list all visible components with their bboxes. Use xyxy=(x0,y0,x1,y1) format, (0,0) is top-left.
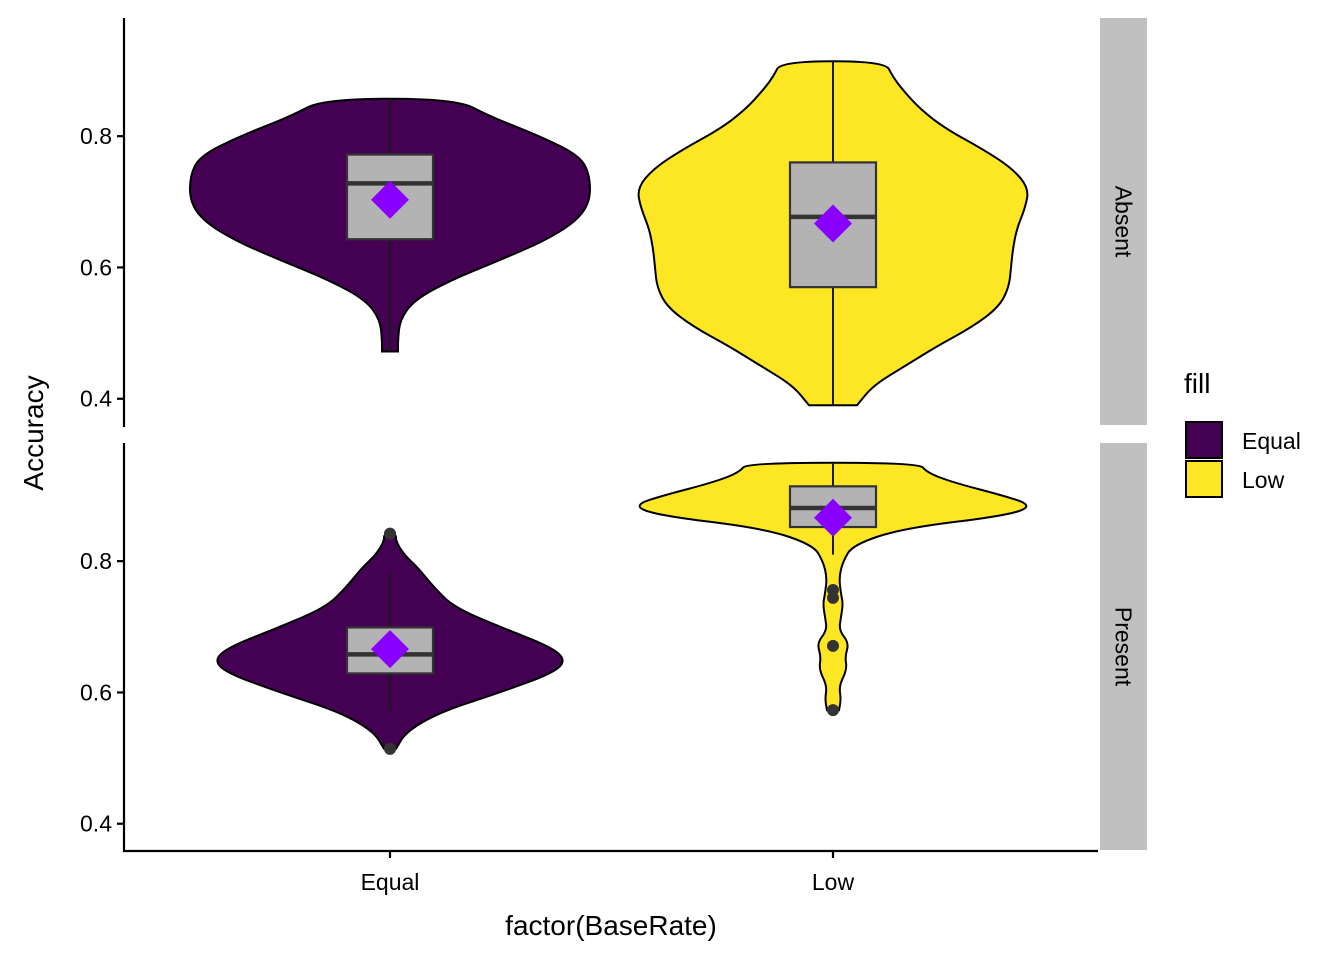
legend-label-low: Low xyxy=(1242,467,1285,493)
legend-label-equal: Equal xyxy=(1242,428,1301,454)
y-axis-title: Accuracy xyxy=(18,375,49,490)
outlier-point xyxy=(384,742,396,755)
group-low xyxy=(637,60,1029,407)
y-tick-label: 0.4 xyxy=(80,811,112,837)
y-tick-label: 0.4 xyxy=(80,386,112,412)
legend-key-equal xyxy=(1185,421,1223,459)
group-equal xyxy=(216,527,564,755)
panel-present: 0.4 0.6 0.8 Present xyxy=(80,443,1147,852)
x-tick-label: Low xyxy=(812,869,855,895)
x-axis-title: factor(BaseRate) xyxy=(505,910,717,941)
legend-title: fill xyxy=(1184,368,1210,399)
panels: 0.4 0.6 0.8 Absent 0.4 0.6 0.8 Present Equal Low xyxy=(80,18,1147,895)
facet-strip xyxy=(1100,443,1147,850)
outlier-point xyxy=(384,527,396,540)
outlier-point xyxy=(827,591,839,604)
y-tick-label: 0.8 xyxy=(80,123,112,149)
group-low xyxy=(638,461,1028,717)
y-tick-label: 0.6 xyxy=(80,679,112,705)
group-equal xyxy=(188,97,592,353)
legend-key-low xyxy=(1185,460,1223,498)
x-tick-label: Equal xyxy=(361,869,420,895)
y-tick-label: 0.8 xyxy=(80,548,112,574)
mean-marker xyxy=(371,630,409,669)
outlier-point xyxy=(827,704,839,717)
facet-strip-label: Absent xyxy=(1111,186,1137,258)
facet-strip-label: Present xyxy=(1111,607,1137,687)
y-tick-label: 0.6 xyxy=(80,254,112,280)
mean-marker xyxy=(814,498,852,537)
legend: fill Equal Low xyxy=(1184,368,1301,498)
mean-marker xyxy=(371,180,409,219)
facet-strip xyxy=(1100,18,1147,425)
panel-absent: 0.4 0.6 0.8 Absent xyxy=(80,18,1147,427)
mean-marker xyxy=(814,204,852,243)
outlier-point xyxy=(827,639,839,652)
